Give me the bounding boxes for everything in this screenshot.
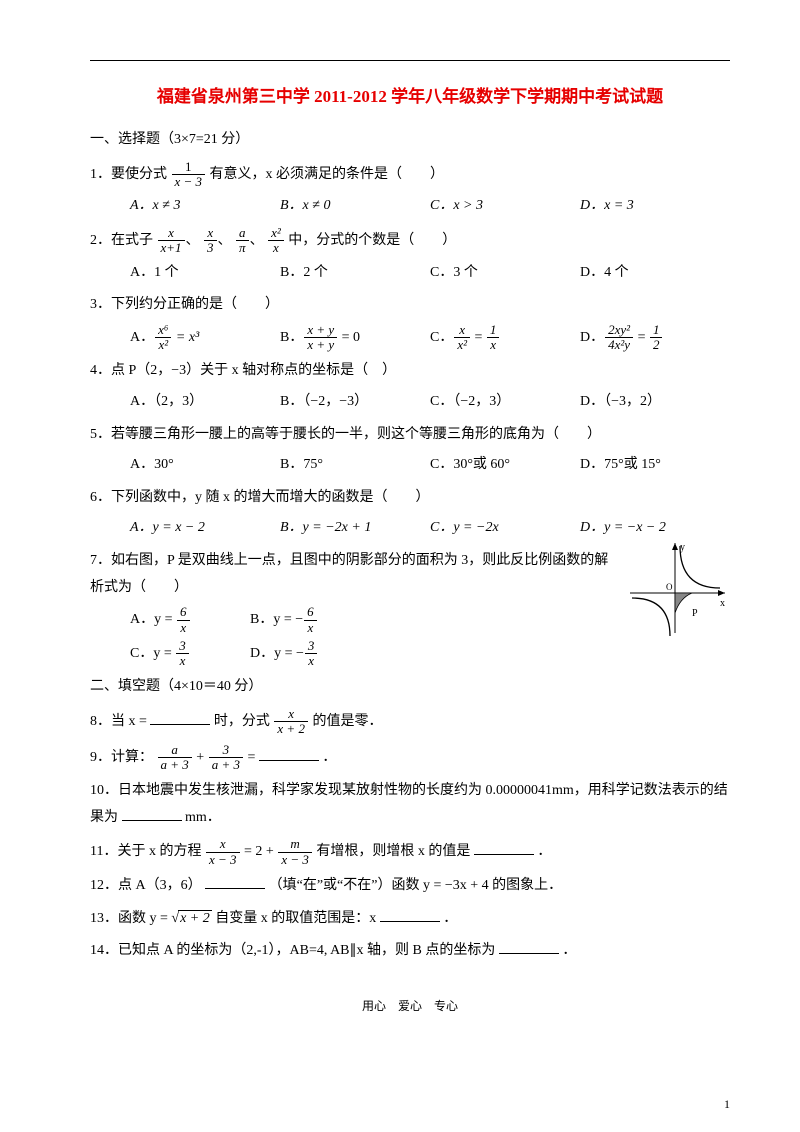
exam-title: 福建省泉州第三中学 2011-2012 学年八年级数学下学期期中考试试题 [90, 81, 730, 113]
section-1-heading: 一、选择题（3×7=21 分） [90, 127, 730, 154]
q4-options: A．（2，3） B．（−2，−3） C．（−2，3） D．（−3，2） [130, 389, 730, 416]
q7-opt-a: A．y = 6x [130, 605, 250, 635]
q4-text: 4．点 P（2，−3）关于 x 轴对称点的坐标是（ ） [90, 358, 730, 385]
question-10: 10．日本地震中发生核泄漏，科学家发现某放射性物的长度约为 0.00000041… [90, 778, 730, 831]
q7-hyperbola-graph: y x O P [620, 538, 730, 638]
question-14: 14．已知点 A 的坐标为（2,-1），AB=4, AB∥x 轴，则 B 点的坐… [90, 938, 730, 965]
q5-opt-d: D．75°或 15° [580, 452, 730, 479]
q1-opt-c: C．x > 3 [430, 193, 580, 220]
q9-blank [259, 746, 319, 761]
q6-opt-b: B．y = −2x + 1 [280, 515, 430, 542]
svg-text:P: P [692, 608, 698, 619]
question-13: 13．函数 y = x + 2 自变量 x 的取值范围是：x ． [90, 906, 730, 933]
q4-opt-b: B．（−2，−3） [280, 389, 430, 416]
q6-opt-a: A．y = x − 2 [130, 515, 280, 542]
q3-options: A．x⁶x² = x³ B．x + yx + y = 0 C．xx² = 1x … [130, 323, 730, 353]
page-number: 1 [724, 1093, 730, 1116]
question-12: 12．点 A（3，6） （填“在”或“不在”）函数 y = −3x + 4 的图… [90, 873, 730, 900]
q2-opt-a: A．1 个 [130, 260, 280, 287]
q10-blank [122, 806, 182, 821]
q7-opt-b: B．y = −6x [250, 605, 370, 635]
q1-opt-b: B．x ≠ 0 [280, 193, 430, 220]
svg-text:O: O [666, 582, 673, 592]
q2-opt-c: C．3 个 [430, 260, 580, 287]
q1-text-a: 1．要使分式 [90, 167, 167, 182]
q2-text-a: 2．在式子 [90, 233, 153, 248]
question-4: 4．点 P（2，−3）关于 x 轴对称点的坐标是（ ） A．（2，3） B．（−… [90, 358, 730, 415]
q14-blank [499, 939, 559, 954]
q2-opt-d: D．4 个 [580, 260, 730, 287]
q3-opt-c: C．xx² = 1x [430, 323, 580, 353]
q3-opt-d: D．2xy²4x²y = 12 [580, 323, 730, 353]
q6-text: 6．下列函数中，y 随 x 的增大而增大的函数是（ ） [90, 485, 730, 512]
q4-opt-d: D．（−3，2） [580, 389, 730, 416]
q2-options: A．1 个 B．2 个 C．3 个 D．4 个 [130, 260, 730, 287]
q7-opt-c: C．y = 3x [130, 639, 250, 669]
q8-blank [150, 710, 210, 725]
q12-blank [205, 874, 265, 889]
question-1: 1．要使分式 1x − 3 有意义，x 必须满足的条件是（ ） A．x ≠ 3 … [90, 160, 730, 220]
q6-opt-c: C．y = −2x [430, 515, 580, 542]
question-9: 9．计算： aa + 3 + 3a + 3 = ． [90, 743, 730, 773]
svg-text:y: y [680, 542, 685, 553]
svg-text:x: x [720, 598, 725, 609]
q5-options: A．30° B．75° C．30°或 60° D．75°或 15° [130, 452, 730, 479]
q3-opt-a: A．x⁶x² = x³ [130, 323, 280, 353]
q5-opt-b: B．75° [280, 452, 430, 479]
top-rule [90, 60, 730, 61]
q2-opt-b: B．2 个 [280, 260, 430, 287]
q1-options: A．x ≠ 3 B．x ≠ 0 C．x > 3 D．x = 3 [130, 193, 730, 220]
q13-blank [380, 907, 440, 922]
q1-opt-d: D．x = 3 [580, 193, 730, 220]
question-5: 5．若等腰三角形一腰上的高等于腰长的一半，则这个等腰三角形的底角为（ ） A．3… [90, 422, 730, 479]
q7-opt-d: D．y = −3x [250, 639, 370, 669]
question-8: 8．当 x = 时，分式 xx + 2 的值是零． [90, 707, 730, 737]
section-2-heading: 二、填空题（4×10＝40 分） [90, 674, 730, 701]
sqrt-icon: x + 2 [171, 911, 211, 926]
q5-opt-c: C．30°或 60° [430, 452, 580, 479]
question-6: 6．下列函数中，y 随 x 的增大而增大的函数是（ ） A．y = x − 2 … [90, 485, 730, 542]
question-11: 11．关于 x 的方程 xx − 3 = 2 + mx − 3 有增根，则增根 … [90, 837, 730, 867]
q4-opt-a: A．（2，3） [130, 389, 280, 416]
question-2: 2．在式子 xx+1、 x3、 aπ、 x²x 中，分式的个数是（ ） A．1 … [90, 226, 730, 286]
q11-blank [474, 840, 534, 855]
page-footer: 用心 爱心 专心 [90, 995, 730, 1018]
q1-fraction: 1x − 3 [172, 160, 206, 190]
q3-opt-b: B．x + yx + y = 0 [280, 323, 430, 353]
q1-text-b: 有意义，x 必须满足的条件是（ ） [210, 167, 445, 182]
q1-opt-a: A．x ≠ 3 [130, 193, 280, 220]
q4-opt-c: C．（−2，3） [430, 389, 580, 416]
question-7: 7．如右图，P 是双曲线上一点，且图中的阴影部分的面积为 3，则此反比例函数的解… [90, 548, 730, 668]
q7-options-row2: C．y = 3x D．y = −3x [130, 639, 730, 669]
q5-opt-a: A．30° [130, 452, 280, 479]
q5-text: 5．若等腰三角形一腰上的高等于腰长的一半，则这个等腰三角形的底角为（ ） [90, 422, 730, 449]
q3-text: 3．下列约分正确的是（ ） [90, 292, 730, 319]
question-3: 3．下列约分正确的是（ ） A．x⁶x² = x³ B．x + yx + y =… [90, 292, 730, 352]
q2-text-b: 中，分式的个数是（ ） [288, 233, 456, 248]
